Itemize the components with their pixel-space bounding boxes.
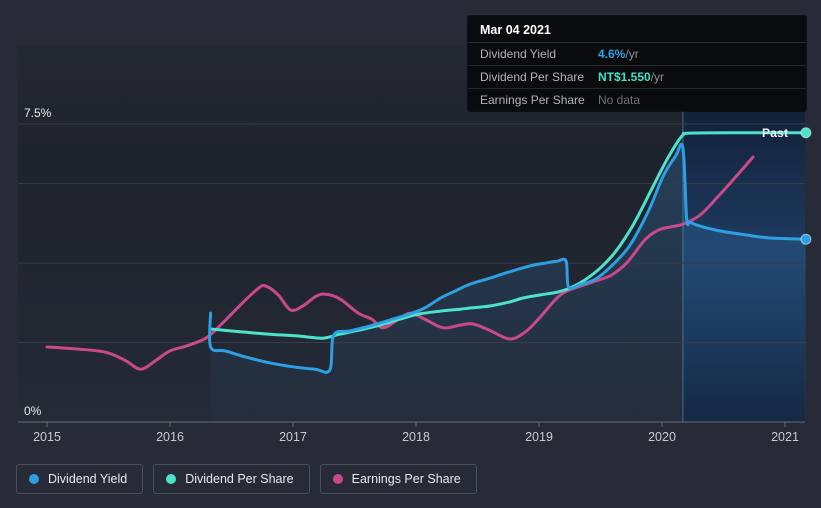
tooltip-row-value: NT$1.550 [598,70,651,84]
chart-legend: Dividend Yield Dividend Per Share Earnings… [16,464,477,494]
tooltip-row-dividend-per-share: Dividend Per Share NT$1.550 /yr [468,65,806,88]
y-tick-label-0pct: 0% [24,404,42,418]
chart-gridlines [18,123,805,423]
series-endpoint-dots [800,127,812,245]
end-dot-dividend-yield [800,233,812,245]
x-tick-label-2021: 2021 [771,430,799,444]
series-line-dividend-per-share [209,131,808,340]
tooltip-row-label: Earnings Per Share [480,93,585,107]
legend-label: Dividend Per Share [185,472,294,486]
legend-label: Earnings Per Share [351,472,461,486]
legend-toggle-earnings-per-share[interactable]: Earnings Per Share [319,464,477,494]
past-label: Past [762,126,789,140]
dividend-yield-area-fill [209,144,806,423]
legend-label: Dividend Yield [48,472,128,486]
tooltip-row-value: No data [598,93,641,107]
legend-dot-icon [29,474,39,484]
legend-toggle-dividend-yield[interactable]: Dividend Yield [16,464,144,494]
x-tick-label-2018: 2018 [402,430,430,444]
x-tick-label-2019: 2019 [525,430,553,444]
x-axis [46,422,786,427]
tooltip-row-earnings-per-share: Earnings Per Share No data [468,88,806,111]
legend-dot-icon [332,474,343,484]
tooltip-row-label: Dividend Yield [480,47,557,61]
x-tick-label-2016: 2016 [156,430,184,444]
tooltip-rows: Dividend Yield 4.6% /yr Dividend Per Share… [468,43,806,111]
y-tick-label-7.5pct: 7.5% [24,106,52,120]
tooltip-row-label: Dividend Per Share [480,70,585,84]
chart-tooltip: Mar 04 2021 Dividend Yield 4.6% /yr Divide… [468,16,806,111]
chart-series-lines [45,131,808,374]
x-tick-label-2020: 2020 [648,430,676,444]
x-tick-label-2017: 2017 [279,430,307,444]
end-dot-dividend-per-share [800,127,812,139]
tooltip-row-unit: /yr [625,47,639,61]
series-line-dividend-yield [208,142,808,374]
x-tick-label-2015: 2015 [33,430,61,444]
legend-dot-icon [166,474,177,484]
legend-toggle-dividend-per-share[interactable]: Dividend Per Share [153,464,310,494]
tooltip-row-value: 4.6% [598,47,626,61]
tooltip-row-unit: /yr [650,70,665,84]
tooltip-date: Mar 04 2021 [468,16,806,43]
tooltip-row-dividend-yield: Dividend Yield 4.6% /yr [468,43,806,65]
